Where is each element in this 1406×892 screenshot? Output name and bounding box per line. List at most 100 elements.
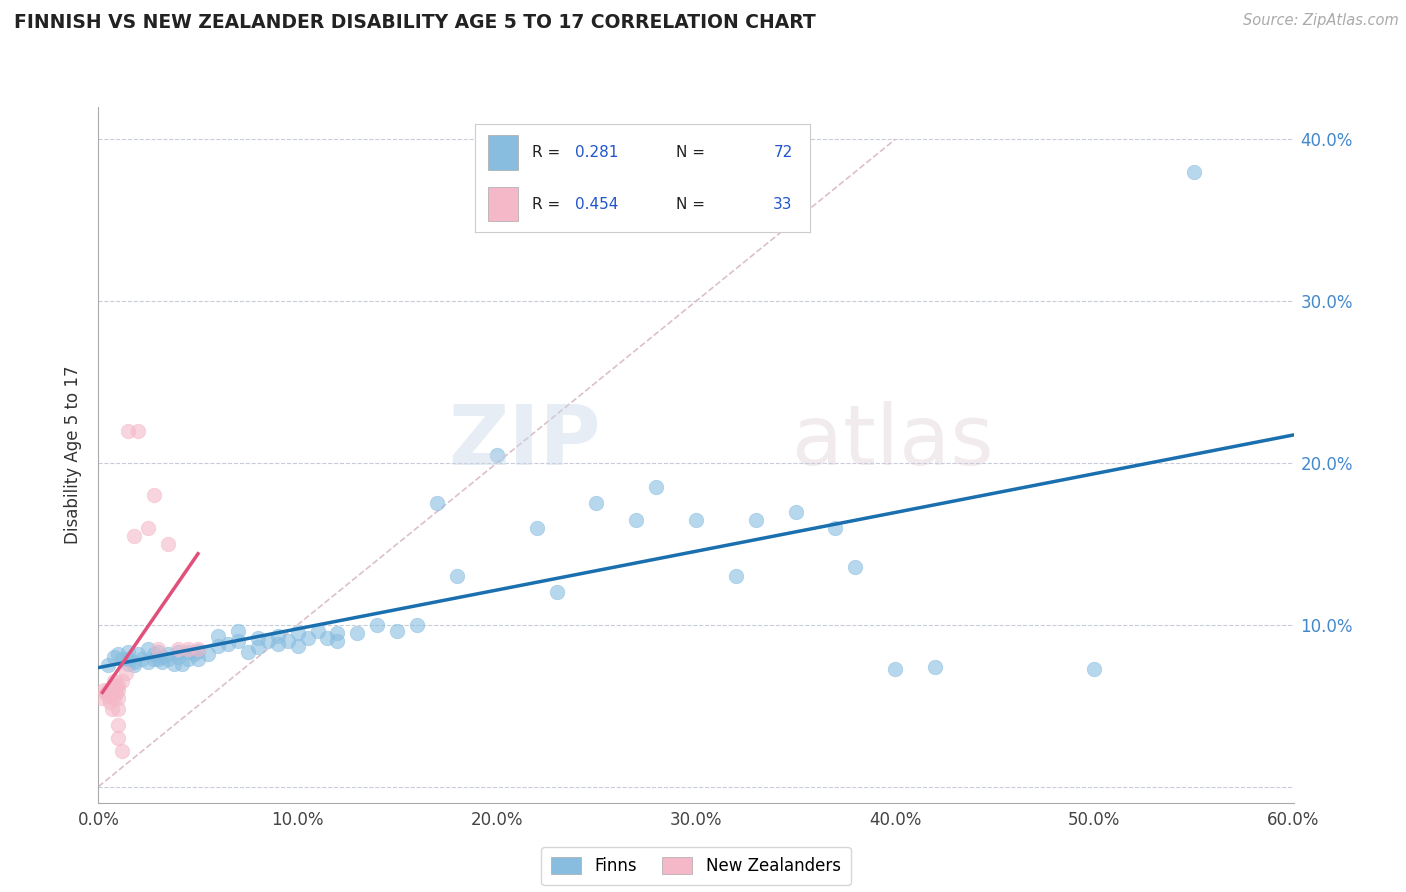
Point [143,647,166,661]
Point [117,657,139,671]
Point [143,652,166,666]
Point [111,744,134,758]
Point [287,626,309,640]
Point [217,637,239,651]
Y-axis label: Disability Age 5 to 17: Disability Age 5 to 17 [65,366,83,544]
Point [197,647,219,661]
Point [136,521,159,535]
Point [91,690,114,705]
Point [236,645,259,659]
Point [256,634,278,648]
Point [103,674,125,689]
Point [884,661,907,675]
Point [207,629,229,643]
Point [785,504,807,518]
Point [124,658,146,673]
Point [107,678,129,692]
Point [107,731,129,745]
Point [100,696,122,710]
Point [346,626,368,640]
Point [115,666,138,681]
Point [136,655,159,669]
Point [167,645,190,659]
Point [1083,661,1105,675]
Point [107,718,129,732]
Point [316,631,339,645]
Point [326,626,349,640]
Point [148,652,170,666]
Text: Source: ZipAtlas.com: Source: ZipAtlas.com [1243,13,1399,29]
Text: ZIP: ZIP [449,401,600,482]
Point [127,647,149,661]
Point [101,702,124,716]
Point [163,657,186,671]
Point [97,682,120,697]
Point [107,647,129,661]
Point [526,521,548,535]
Point [131,652,153,666]
Point [685,513,707,527]
Point [626,513,648,527]
Point [207,639,229,653]
Point [177,652,200,666]
Point [844,559,866,574]
Point [366,617,388,632]
Point [226,624,249,639]
Point [585,496,607,510]
Point [645,480,668,494]
Point [148,642,170,657]
Point [167,642,190,657]
Point [93,682,115,697]
Point [426,496,449,510]
Point [824,521,846,535]
Point [287,639,309,653]
Point [117,652,139,666]
Point [183,647,205,661]
Point [107,682,129,697]
Point [101,687,124,701]
Point [177,642,200,657]
Point [96,686,118,700]
Point [157,652,180,666]
Point [103,650,125,665]
Point [107,690,129,705]
Point [124,529,146,543]
Point [724,569,747,583]
Point [1182,165,1205,179]
Point [107,702,129,716]
Point [103,690,125,705]
Point [745,513,768,527]
Point [97,689,120,703]
Legend: Finns, New Zealanders: Finns, New Zealanders [541,847,851,885]
Point [277,634,299,648]
Point [267,637,290,651]
Point [924,660,946,674]
Point [406,617,429,632]
Point [136,642,159,657]
Point [117,645,139,659]
Point [246,631,269,645]
Point [187,643,209,657]
Point [307,624,329,639]
Point [177,645,200,659]
Point [150,650,173,665]
Point [172,657,194,671]
Point [127,424,149,438]
Point [385,624,409,639]
Point [226,634,249,648]
Point [446,569,468,583]
Point [246,640,269,655]
Point [143,488,166,502]
Point [167,650,190,665]
Point [105,686,128,700]
Point [326,634,349,648]
Text: FINNISH VS NEW ZEALANDER DISABILITY AGE 5 TO 17 CORRELATION CHART: FINNISH VS NEW ZEALANDER DISABILITY AGE … [14,13,815,32]
Point [105,679,128,693]
Point [157,647,180,661]
Text: atlas: atlas [792,401,993,482]
Point [148,645,170,659]
Point [150,655,173,669]
Point [124,655,146,669]
Point [111,674,134,689]
Point [100,686,122,700]
